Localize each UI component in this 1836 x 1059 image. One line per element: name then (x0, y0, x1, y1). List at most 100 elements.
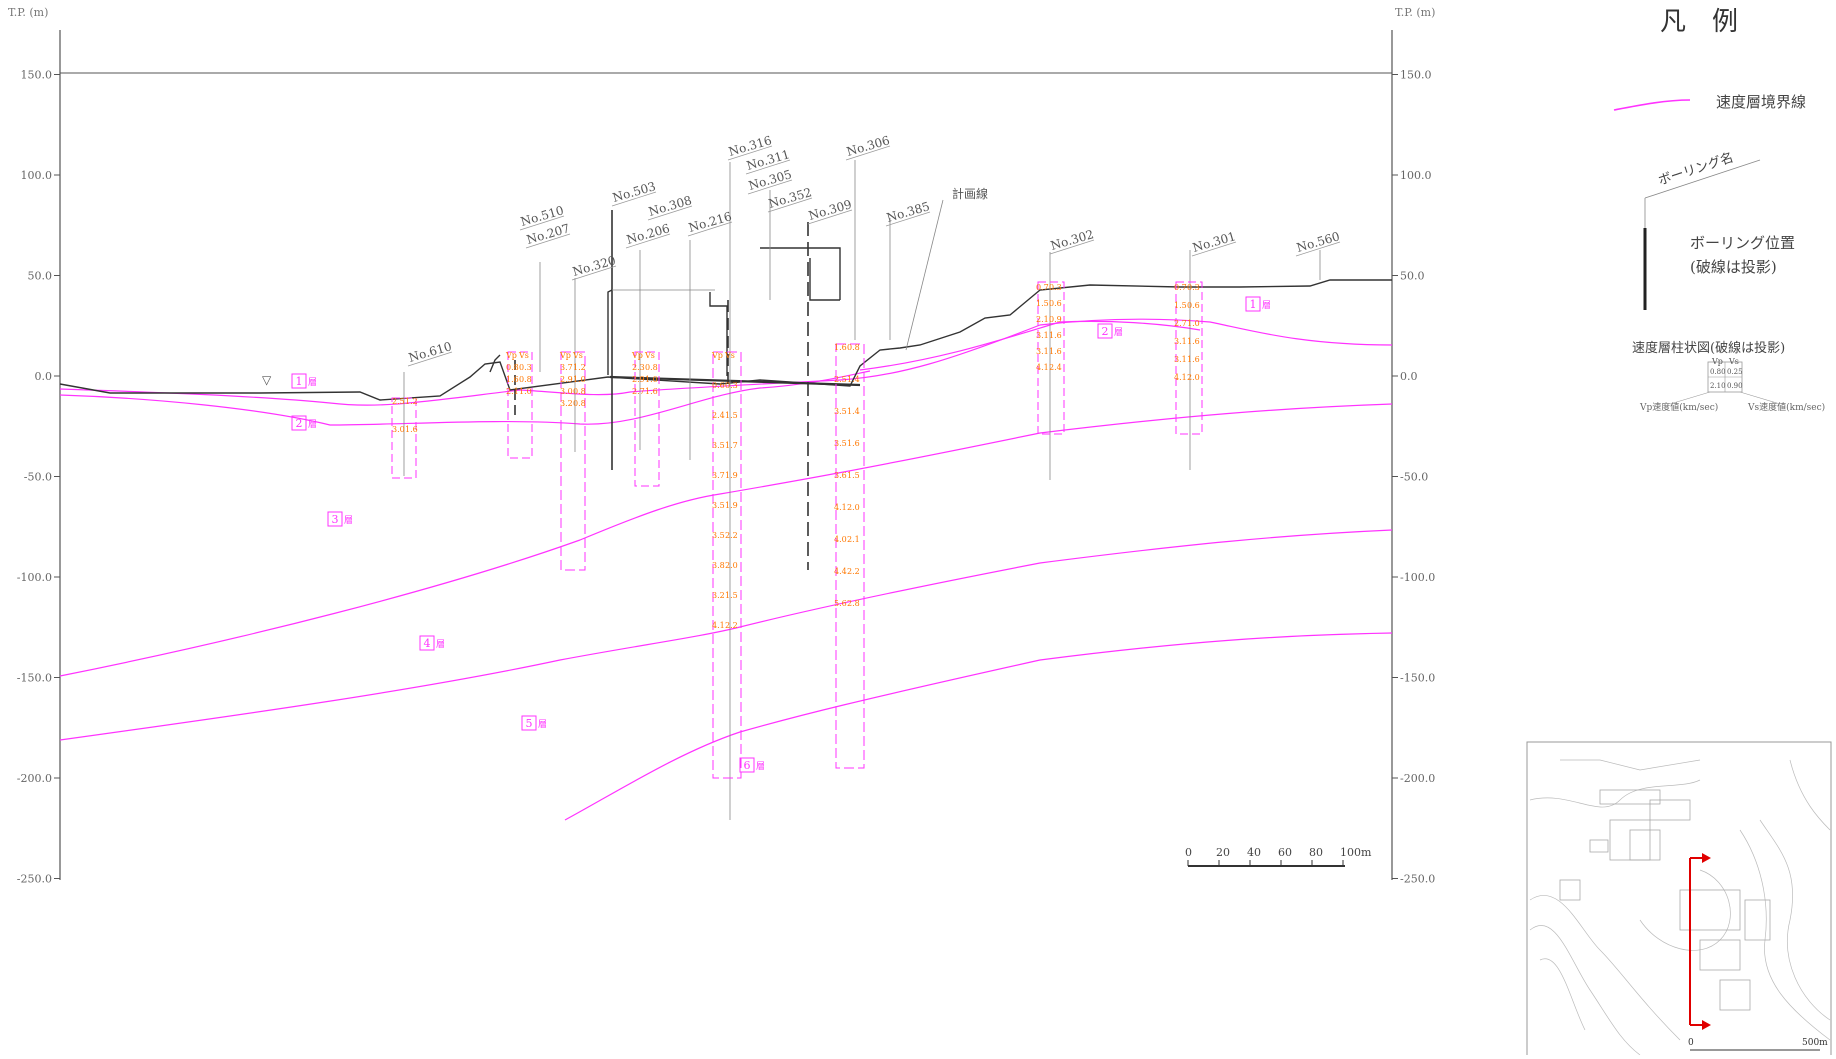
layer-label-box (419, 635, 435, 651)
right-tick-label: -250.0 (1400, 873, 1435, 886)
location-inset-map: 0 500m (1526, 741, 1832, 1057)
column-frame (1175, 281, 1203, 435)
vp-value: 4.0 (834, 535, 847, 544)
boundary-line-3 (859, 320, 1201, 371)
vs-value: 1.6 (405, 425, 418, 434)
water-level-mark: ▽ (262, 373, 272, 387)
vp-value: 1.5 (1036, 299, 1049, 308)
legend-boring-name: ボーリング名 (1656, 149, 1735, 188)
building (1699, 939, 1741, 971)
scale-bar-label: 80 (1309, 846, 1323, 859)
layer-labels: 1 層2 層3 層4 層5 層6 層1 層2 層 (291, 296, 1271, 773)
boring-name-underline (571, 265, 617, 281)
boundary-line-1 (59, 318, 1393, 406)
right-tick-label: -150.0 (1400, 672, 1435, 685)
structure-outline-1 (607, 289, 613, 375)
layer-label-box (1245, 296, 1261, 312)
vp-value: Vp (559, 351, 571, 360)
right-tick-label: 100.0 (1400, 169, 1432, 182)
vs-value: 1.9 (725, 471, 738, 480)
boundary-line-2 (59, 370, 871, 426)
inset-frame (1526, 741, 1832, 1057)
layer-label-suffix: 層 (436, 639, 445, 650)
vs-value: 1.7 (725, 441, 738, 450)
vp-value: 2.9 (632, 375, 645, 384)
boring-name: No.352 (767, 185, 813, 211)
boring-name: No.216 (687, 209, 733, 235)
vs-value: 2.4 (1049, 363, 1062, 372)
boring-name: No.309 (807, 197, 853, 223)
vs-value: 1.0 (573, 375, 586, 384)
vs-value: Vs (644, 351, 655, 360)
vs-value: 0.8 (645, 363, 658, 372)
velocity-boundaries (59, 318, 1393, 821)
layer-label-number: 6 (744, 759, 751, 772)
boring-name-underline (611, 191, 657, 207)
vs-value: 2.0 (725, 561, 738, 570)
vp-value: 4.1 (1036, 363, 1049, 372)
column-frame (507, 351, 533, 459)
vp-value: 3.2 (560, 399, 573, 408)
layer-label-box (739, 757, 755, 773)
vp-value: 3.5 (712, 501, 725, 510)
legend-col-vp: Vp (1711, 357, 1723, 366)
vp-value: 3.0 (560, 387, 573, 396)
left-tick-label: -200.0 (17, 772, 52, 785)
vs-value: 0.8 (847, 343, 860, 352)
vs-value: 2.0 (1187, 373, 1200, 382)
left-tick-label: -50.0 (24, 471, 52, 484)
vp-value: 3.8 (712, 561, 725, 570)
column-frame (391, 397, 417, 479)
boring-name: No.560 (1295, 229, 1341, 255)
boring-name-underline (807, 209, 853, 225)
right-tick-labels: 150.0 100.0 50.0 0.0 -50.0 -100.0 -150.0 -200.0… (1392, 69, 1435, 886)
surface-line-label: 計画線 (952, 186, 988, 201)
vs-value: 1.5 (725, 411, 738, 420)
inset-scale-zero: 0 (1688, 1038, 1694, 1048)
vs-value: Vs (724, 351, 735, 360)
vs-value: 2.2 (725, 621, 738, 630)
vs-value: 1.4 (847, 407, 860, 416)
inset-scale-end: 500m (1802, 1038, 1828, 1048)
boring-name-underline (525, 233, 571, 249)
vp-value: 3.1 (1174, 355, 1187, 364)
layer-label-box (291, 373, 307, 389)
boring-name-underline (845, 145, 891, 161)
scale-bar-label: 0 (1185, 846, 1192, 859)
scale-bar-label: 20 (1216, 846, 1230, 859)
boring-name: No.503 (611, 179, 657, 205)
vp-value: 0.7 (1174, 283, 1187, 292)
right-tick-label: 0.0 (1400, 370, 1418, 383)
scale-bar-label: 40 (1247, 846, 1261, 859)
vp-value: 0.6 (712, 381, 725, 390)
legend-boundary-sample (1613, 99, 1691, 111)
structure-outline-4 (809, 258, 840, 301)
boring-name-underline (747, 179, 793, 195)
vs-value: 1.2 (573, 363, 586, 372)
boring-name-underline (727, 145, 773, 161)
layer-label-number: 2 (296, 417, 303, 430)
left-tick-label: 150.0 (21, 69, 53, 82)
vp-value: 2.1 (1036, 315, 1049, 324)
vs-value: 1.0 (519, 387, 532, 396)
layer-label-number: 4 (424, 637, 431, 650)
vs-value: 0.3 (1049, 283, 1062, 292)
structure-outline-2 (709, 292, 728, 376)
right-tick-label: -100.0 (1400, 571, 1435, 584)
vs-value: 1.6 (1187, 355, 1200, 364)
layer-label-suffix: 層 (308, 419, 317, 430)
contour-line (1529, 925, 1641, 1056)
right-tick-label: -200.0 (1400, 772, 1435, 785)
vp-value: Vp (711, 351, 723, 360)
boring-positions (514, 210, 809, 570)
layer-label-suffix: 層 (344, 515, 353, 526)
vs-value: 1.6 (645, 387, 658, 396)
building (1744, 899, 1771, 941)
vs-value: 0.8 (519, 375, 532, 384)
boring-name-underline (1049, 239, 1095, 255)
contour-line (1759, 819, 1831, 1021)
vs-value: 1.0 (645, 375, 658, 384)
layer-label-box (327, 511, 343, 527)
vs-value: 1.4 (847, 375, 860, 384)
